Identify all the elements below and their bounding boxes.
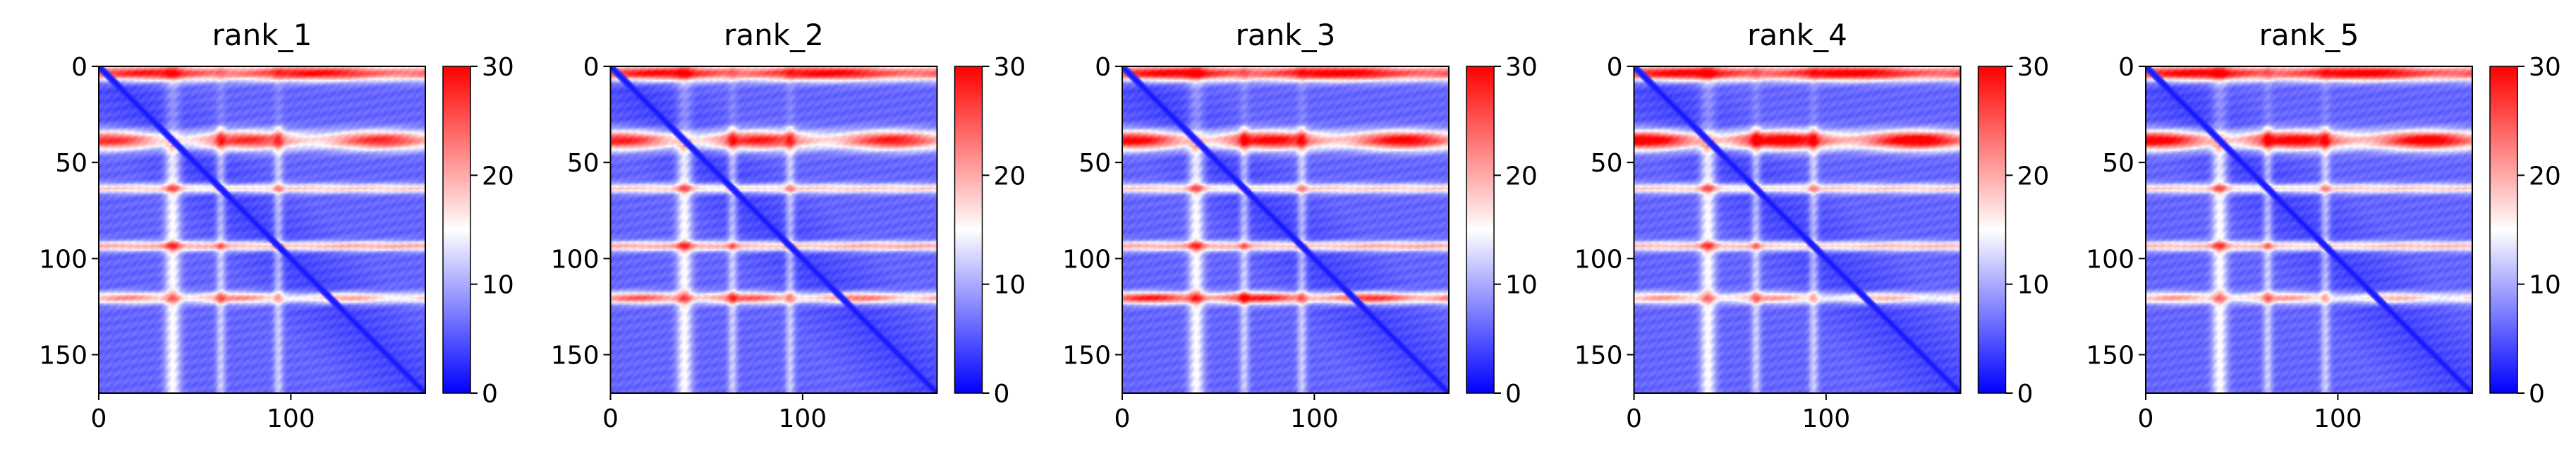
y-tick-label: 100 (2086, 245, 2134, 274)
y-tick-label: 100 (1062, 245, 1111, 274)
axes-frame (2145, 66, 2473, 394)
colorbar-tick-label: 20 (2529, 162, 2561, 191)
y-tick-label: 150 (1062, 342, 1111, 371)
y-tick-label: 150 (39, 342, 87, 371)
colorbar-tick-label: 10 (994, 271, 1026, 300)
colorbar-tick-label: 30 (2529, 53, 2561, 82)
panel-title: rank_2 (724, 18, 824, 52)
heatmap-cells (99, 66, 425, 393)
heatmap-panel: rank_5 0 50 100 150 0 100 0 10 20 30 (2086, 18, 2561, 433)
colorbar-tick-label: 0 (2017, 380, 2034, 409)
panel-title: rank_1 (212, 18, 312, 52)
y-tick-label: 100 (551, 245, 600, 274)
y-tick-label: 150 (1574, 342, 1623, 371)
colorbar (1977, 66, 2007, 394)
panel-title: rank_5 (2259, 18, 2359, 52)
colorbar-tick-label: 10 (1505, 271, 1538, 300)
heatmap-cells (610, 66, 937, 393)
x-tick-label: 100 (778, 404, 827, 433)
y-tick-label: 50 (2102, 149, 2134, 178)
heatmap-panel: rank_2 0 50 100 150 0 100 0 10 20 30 (551, 18, 1026, 433)
heatmap-cells (1634, 66, 1961, 393)
y-tick-label: 0 (1607, 53, 1623, 82)
y-tick-label: 100 (1574, 245, 1623, 274)
x-tick-label: 100 (1290, 404, 1339, 433)
colorbar-tick-label: 20 (2017, 162, 2050, 191)
colorbar-tick-label: 0 (994, 380, 1010, 409)
heatmap-panel: rank_3 0 50 100 150 0 100 0 10 20 30 (1062, 18, 1538, 433)
y-tick-label: 0 (1095, 53, 1111, 82)
y-tick-label: 150 (551, 342, 600, 371)
y-tick-label: 0 (583, 53, 600, 82)
y-tick-label: 150 (2086, 342, 2134, 371)
colorbar-tick-label: 20 (994, 162, 1026, 191)
x-tick-label: 0 (1114, 404, 1131, 433)
y-tick-label: 50 (55, 149, 87, 178)
colorbar-tick-label: 10 (2529, 271, 2561, 300)
colorbar-tick-label: 0 (1505, 380, 1521, 409)
colorbar-tick-label: 20 (482, 162, 514, 191)
y-tick-label: 100 (39, 245, 87, 274)
colorbar-tick-label: 30 (482, 53, 514, 82)
colorbar-tick-label: 30 (1505, 53, 1538, 82)
colorbar-tick-label: 10 (482, 271, 514, 300)
y-tick-label: 0 (2118, 53, 2134, 82)
colorbar (1466, 66, 1495, 394)
x-tick-label: 0 (602, 404, 619, 433)
colorbar-tick-label: 30 (2017, 53, 2050, 82)
axes-frame (98, 66, 426, 394)
colorbar-tick-label: 0 (2529, 380, 2545, 409)
colorbar (954, 66, 983, 394)
heatmap-panel: rank_1 0 50 100 150 0 100 0 10 20 30 (39, 18, 514, 433)
axes-frame (1633, 66, 1962, 394)
x-tick-label: 0 (2138, 404, 2154, 433)
colorbar (2489, 66, 2518, 394)
colorbar-tick-label: 0 (482, 380, 498, 409)
x-tick-label: 0 (91, 404, 107, 433)
y-tick-label: 0 (71, 53, 87, 82)
y-tick-label: 50 (1079, 149, 1111, 178)
colorbar-tick-label: 10 (2017, 271, 2050, 300)
panel-title: rank_4 (1747, 18, 1847, 52)
y-tick-label: 50 (567, 149, 600, 178)
axes-frame (1122, 66, 1450, 394)
x-tick-label: 100 (267, 404, 315, 433)
colorbar (442, 66, 471, 394)
colorbar-tick-label: 30 (994, 53, 1026, 82)
axes-frame (609, 66, 938, 394)
x-tick-label: 100 (2314, 404, 2362, 433)
heatmap-panel: rank_4 0 50 100 150 0 100 0 10 20 30 (1574, 18, 2050, 433)
heatmap-cells (2146, 66, 2472, 393)
y-tick-label: 50 (1591, 149, 1623, 178)
heatmap-cells (1122, 66, 1449, 393)
colorbar-tick-label: 20 (1505, 162, 1538, 191)
x-tick-label: 0 (1626, 404, 1642, 433)
panel-title: rank_3 (1236, 18, 1336, 52)
x-tick-label: 100 (1802, 404, 1850, 433)
